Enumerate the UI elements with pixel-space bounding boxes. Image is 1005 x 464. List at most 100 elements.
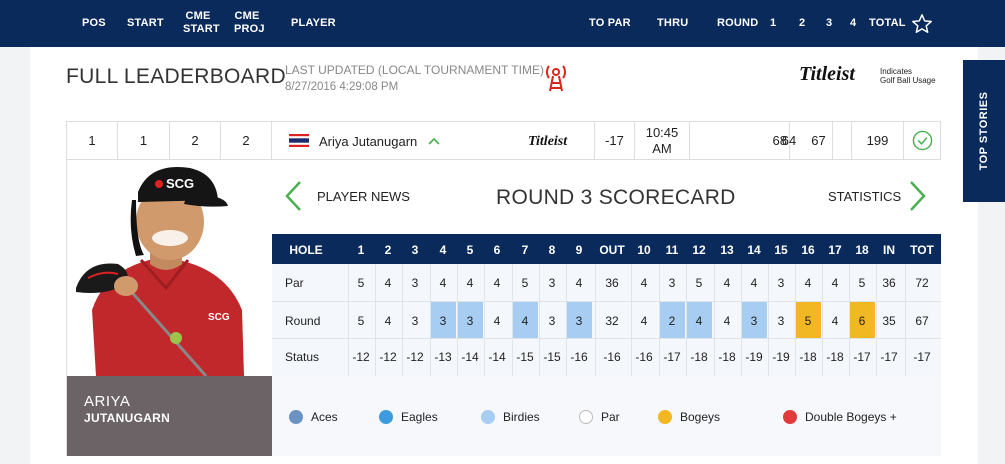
par-row-cell: 36 xyxy=(882,276,896,290)
hole-header-17: 17 xyxy=(828,243,842,257)
header-cme-proj-line1: CME xyxy=(234,10,260,22)
row-divider xyxy=(272,338,941,339)
round-row-cell: 67 xyxy=(915,314,929,328)
cap-logo-text: SCG xyxy=(166,176,194,191)
header-pos[interactable]: POS xyxy=(82,17,106,29)
hole-header-1: 1 xyxy=(357,243,365,257)
round-row-cell: 2 xyxy=(668,314,676,328)
titleist-note-line2: Golf Ball Usage xyxy=(880,76,936,85)
column-divider xyxy=(512,264,513,376)
favorite-star-icon[interactable] xyxy=(911,13,933,35)
legend-label: Aces xyxy=(311,410,338,424)
shirt-logo-text: SCG xyxy=(208,312,230,323)
row-thru-time: 10:45 xyxy=(645,124,679,140)
header-cme-proj-line2: PROJ xyxy=(234,23,265,35)
par-row-label: Par xyxy=(285,276,304,290)
player-portrait-image: SCG SCG xyxy=(66,160,272,376)
par-row-cell: 5 xyxy=(357,276,365,290)
header-round-2[interactable]: 2 xyxy=(799,17,806,29)
header-cme-start[interactable]: CME START xyxy=(183,10,220,36)
legend-dot-eagles xyxy=(379,410,393,424)
legend-dot-bogeys xyxy=(658,410,672,424)
par-row-cell: 4 xyxy=(750,276,758,290)
last-updated-label: LAST UPDATED (LOCAL TOURNAMENT TIME) xyxy=(285,63,544,77)
par-row-cell: 72 xyxy=(915,276,929,290)
status-row-cell: -16 xyxy=(635,350,653,364)
chevron-up-icon[interactable] xyxy=(428,136,440,146)
hole-header-2: 2 xyxy=(384,243,392,257)
hole-header-6: 6 xyxy=(493,243,501,257)
score-legend: Aces Eagles Birdies Par Bogeys Double Bogeys … xyxy=(272,376,941,456)
titleist-note: Indicates Golf Ball Usage xyxy=(880,67,936,85)
statistics-link[interactable]: STATISTICS xyxy=(828,189,902,204)
legend-label: Eagles xyxy=(401,410,438,424)
header-cme-start-line2: START xyxy=(183,23,220,35)
status-row-label: Status xyxy=(285,350,320,364)
thailand-flag-icon xyxy=(289,134,309,147)
round-row-cell: 3 xyxy=(575,314,583,328)
par-row-cell: 3 xyxy=(668,276,676,290)
status-row-cell: -17 xyxy=(853,350,871,364)
par-row-cell: 4 xyxy=(466,276,474,290)
column-divider xyxy=(430,264,431,376)
player-row[interactable]: 1 1 2 2 -17 10:45 AM 68 xyxy=(66,121,941,160)
header-round-4[interactable]: 4 xyxy=(850,17,857,29)
header-round[interactable]: ROUND xyxy=(717,17,759,29)
birdie-highlight xyxy=(567,302,592,338)
row-round-1: 68 xyxy=(690,122,790,159)
hole-header-7: 7 xyxy=(521,243,529,257)
player-name-link[interactable]: Ariya Jutanugarn xyxy=(319,134,418,149)
status-row-cell: -18 xyxy=(690,350,708,364)
column-divider xyxy=(849,264,850,376)
round-row-cell: 4 xyxy=(521,314,529,328)
chevron-left-icon[interactable] xyxy=(284,180,304,212)
row-total: 199 xyxy=(852,121,904,160)
player-first-name: ARIYA xyxy=(84,393,131,410)
scorecard-body: Par 5 4 3 4 4 4 5 3 4 36 4 3 5 4 4 3 4 4 5 36 72 Round 5 4 3 3 3 4 4 3… xyxy=(272,264,941,376)
column-divider xyxy=(457,264,458,376)
column-divider xyxy=(768,264,769,376)
header-round-1[interactable]: 1 xyxy=(770,17,777,29)
titleist-logo: Titleist xyxy=(799,63,855,85)
status-row-cell: -16 xyxy=(603,350,621,364)
titleist-note-line1: Indicates xyxy=(880,67,913,76)
hole-header-in: IN xyxy=(883,243,895,257)
player-news-link[interactable]: PLAYER NEWS xyxy=(317,189,410,204)
bogey-highlight xyxy=(850,302,875,338)
round-row-cell: 32 xyxy=(605,314,619,328)
column-divider xyxy=(659,264,660,376)
header-to-par[interactable]: TO PAR xyxy=(589,17,631,29)
header-round-3[interactable]: 3 xyxy=(826,17,833,29)
header-cme-proj[interactable]: CME PROJ xyxy=(234,10,265,36)
player-name-box: ARIYA JUTANUGARN xyxy=(66,376,272,456)
hole-header: HOLE xyxy=(289,243,323,257)
par-row-cell: 3 xyxy=(548,276,556,290)
legend-label: Birdies xyxy=(503,410,540,424)
hole-header-tot: TOT xyxy=(910,243,934,257)
left-divider xyxy=(66,160,67,456)
round-row-cell: 4 xyxy=(723,314,731,328)
header-start[interactable]: START xyxy=(127,17,164,29)
status-row-cell: -12 xyxy=(352,350,370,364)
status-row-cell: -15 xyxy=(516,350,534,364)
top-stories-label: TOP STORIES xyxy=(978,91,990,171)
status-row-cell: -18 xyxy=(826,350,844,364)
top-stories-tab[interactable]: TOP STORIES xyxy=(963,60,1005,202)
birdie-highlight xyxy=(513,302,538,338)
header-total[interactable]: TOTAL xyxy=(869,17,906,29)
birdie-highlight xyxy=(458,302,483,338)
legend-dot-birdies xyxy=(481,410,495,424)
follow-check-icon[interactable] xyxy=(912,130,933,151)
round-row-cell: 5 xyxy=(804,314,812,328)
hole-header-16: 16 xyxy=(801,243,815,257)
row-cme-proj: 2 xyxy=(221,122,272,159)
header-player[interactable]: PLAYER xyxy=(291,17,336,29)
round-row-cell: 4 xyxy=(640,314,648,328)
titleist-ball-logo: Titleist xyxy=(528,134,568,149)
chevron-right-icon[interactable] xyxy=(907,180,927,212)
column-divider xyxy=(631,264,632,376)
header-thru[interactable]: THRU xyxy=(657,17,689,29)
round-row-label: Round xyxy=(285,314,321,328)
round-row-cell: 3 xyxy=(439,314,447,328)
par-row-cell: 4 xyxy=(831,276,839,290)
